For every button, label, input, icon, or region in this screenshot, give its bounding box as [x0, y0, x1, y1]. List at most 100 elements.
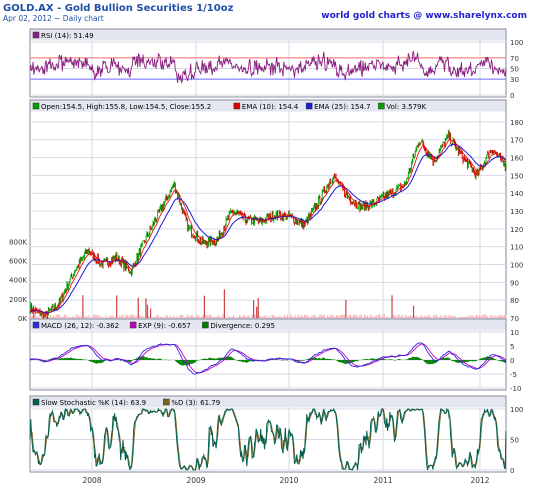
x-axis-year-label: 2012 — [470, 476, 489, 485]
volume-bar — [128, 316, 129, 318]
volume-bar — [88, 315, 89, 318]
price-panel-frame — [30, 100, 506, 318]
volume-bar — [311, 315, 312, 318]
volume-bar — [293, 317, 294, 318]
volume-bar — [92, 317, 93, 318]
volume-bar — [298, 314, 299, 318]
volume-bar — [384, 314, 385, 318]
volume-bar — [202, 315, 203, 318]
rsi-y-tick-label: 100 — [510, 39, 523, 47]
volume-bar — [41, 317, 42, 318]
volume-bar — [411, 316, 412, 318]
volume-bar — [342, 315, 343, 318]
volume-bar — [450, 316, 451, 318]
volume-bar — [119, 316, 120, 318]
volume-bar — [464, 317, 465, 318]
volume-bar — [328, 317, 329, 318]
volume-bar — [130, 315, 131, 318]
volume-bar — [364, 314, 365, 318]
volume-bar — [64, 314, 65, 318]
volume-bar — [341, 315, 342, 318]
volume-bar — [405, 315, 406, 318]
volume-bar — [198, 315, 199, 318]
volume-bar — [273, 315, 274, 318]
volume-bar — [139, 315, 140, 318]
volume-bar — [358, 317, 359, 318]
volume-bar — [291, 316, 292, 318]
macd-legend-label: MACD (26, 12): -0.362 — [41, 322, 119, 330]
volume-bar — [112, 315, 113, 318]
volume-bar — [367, 316, 368, 318]
volume-bar — [424, 316, 425, 318]
volume-bar — [321, 314, 322, 318]
macd-y-tick-label: -10 — [510, 385, 521, 393]
price-legend-swatch — [378, 103, 384, 109]
price-y-tick-label: 70 — [510, 315, 519, 323]
volume-bar — [195, 317, 196, 318]
volume-bar — [188, 316, 189, 318]
volume-bar — [187, 315, 188, 318]
volume-bar — [408, 316, 409, 318]
volume-bar — [502, 316, 503, 318]
volume-bar — [244, 315, 245, 318]
volume-bar — [344, 315, 345, 318]
volume-bar — [176, 316, 177, 318]
volume-bar — [413, 306, 414, 318]
volume-bar — [213, 317, 214, 318]
volume-bar — [494, 315, 495, 318]
macd-y-tick-label: 10 — [510, 329, 519, 337]
volume-bar — [482, 315, 483, 318]
volume-bar — [125, 314, 126, 318]
volume-bar — [474, 316, 475, 318]
volume-bar — [308, 317, 309, 318]
volume-bar — [353, 315, 354, 318]
rsi-y-tick-label: 0 — [510, 92, 514, 100]
volume-tick-label: 400K — [9, 277, 27, 285]
volume-bar — [256, 307, 257, 318]
rsi-legend-swatch — [33, 32, 39, 38]
volume-bar — [48, 317, 49, 318]
volume-bar — [401, 316, 402, 318]
stoch-legend-swatch — [163, 399, 169, 405]
volume-bar — [451, 316, 452, 318]
volume-bar — [335, 317, 336, 318]
volume-bar — [201, 317, 202, 318]
volume-bar — [313, 315, 314, 318]
volume-bar — [398, 315, 399, 318]
volume-bar — [462, 317, 463, 318]
volume-bar — [55, 317, 56, 318]
price-legend-label: Vol: 3.579K — [386, 103, 426, 111]
volume-bar — [333, 316, 334, 318]
volume-bar — [191, 315, 192, 318]
volume-bar — [82, 295, 83, 318]
volume-bar — [347, 317, 348, 318]
volume-bar — [73, 316, 74, 318]
volume-bar — [493, 317, 494, 318]
volume-bar — [387, 316, 388, 318]
volume-bar — [218, 315, 219, 318]
volume-bar — [404, 317, 405, 318]
volume-bar — [504, 315, 505, 318]
volume-bar — [255, 315, 256, 318]
volume-bar — [318, 317, 319, 318]
volume-bar — [147, 305, 148, 318]
volume-bar — [184, 317, 185, 318]
volume-bar — [470, 316, 471, 318]
volume-bar — [116, 295, 117, 318]
volume-bar — [479, 315, 480, 318]
volume-bar — [414, 316, 415, 318]
volume-bar — [319, 315, 320, 318]
volume-bar — [133, 315, 134, 318]
volume-bar — [365, 316, 366, 318]
volume-bar — [238, 317, 239, 318]
volume-bar — [59, 315, 60, 318]
volume-bar — [447, 317, 448, 318]
volume-bar — [230, 317, 231, 318]
rsi-y-tick-label: 50 — [510, 66, 519, 74]
volume-bar — [127, 315, 128, 318]
price-legend-label: EMA (25): 154.7 — [314, 103, 370, 111]
macd-y-tick-label: 5 — [510, 343, 514, 351]
volume-bar — [299, 317, 300, 318]
volume-bar — [285, 316, 286, 318]
volume-bar — [327, 315, 328, 318]
